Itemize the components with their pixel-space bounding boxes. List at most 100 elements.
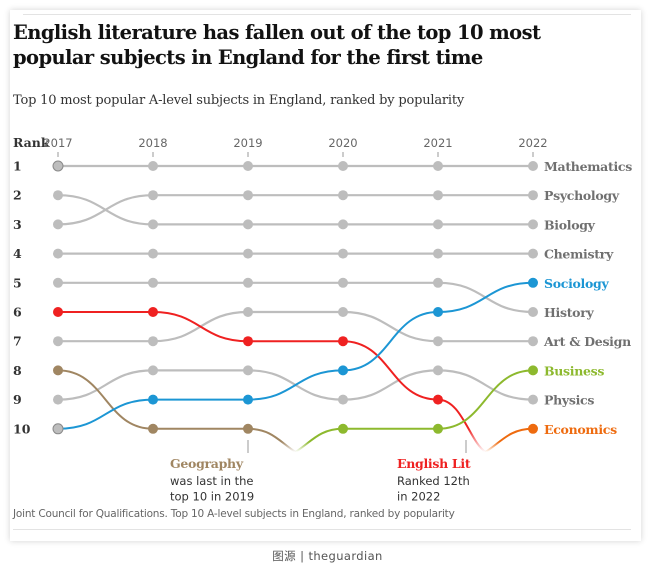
annotation-text: was last in the: [170, 474, 254, 488]
annotation-title: English Lit: [397, 456, 471, 471]
labels-layer: Mathematics Psychology Biology Chemistry His…: [543, 159, 633, 437]
data-point: [528, 161, 538, 171]
data-point: [433, 423, 443, 434]
data-point: [243, 365, 253, 376]
data-point: [243, 394, 253, 405]
series-line: [57, 310, 439, 401]
series-line: [57, 281, 534, 430]
data-point: [433, 277, 443, 288]
year-tick-label: 2019: [233, 136, 262, 150]
data-point: [433, 365, 443, 376]
data-point: [433, 307, 443, 317]
data-point: [528, 219, 538, 230]
data-point: [53, 336, 63, 347]
data-point: [528, 307, 538, 317]
data-point: [148, 365, 158, 376]
data-point: [433, 394, 443, 405]
data-point: [243, 423, 253, 434]
rank-tick-label: 10: [13, 421, 31, 436]
series-end-label: Business: [544, 363, 604, 378]
data-point: [528, 248, 538, 259]
data-point: [338, 365, 348, 376]
data-point: [53, 219, 63, 230]
data-point: [433, 248, 443, 259]
rank-axis-title: Rank: [13, 135, 50, 150]
data-point: [148, 277, 158, 288]
series-end-label: Mathematics: [544, 159, 632, 174]
rank-tick-label: 9: [13, 392, 22, 407]
image-credit: 图源 | theguardian: [272, 549, 383, 563]
year-tick-label: 2022: [518, 136, 547, 150]
annotation-text: Ranked 12th: [397, 474, 470, 488]
series-end-label: Psychology: [544, 188, 620, 203]
rank-tick-label: 5: [13, 275, 22, 290]
data-point: [338, 394, 348, 405]
data-point: [338, 423, 348, 434]
series-line: [58, 310, 533, 343]
data-point: [338, 190, 348, 201]
year-tick-label: 2018: [138, 136, 167, 150]
series-line: [57, 369, 248, 430]
annotations-layer: Geography was last in the top 10 in 2019 En…: [170, 440, 471, 504]
series-end-label: Biology: [544, 217, 596, 232]
series-end-label: Sociology: [544, 276, 609, 291]
data-point: [338, 336, 348, 347]
series-line: [57, 369, 534, 401]
dots-layer: [52, 160, 538, 435]
data-point: [53, 394, 63, 405]
year-tick-label: 2020: [328, 136, 357, 150]
data-point: [243, 161, 253, 171]
rank-tick-label: 8: [13, 363, 22, 378]
year-tick-label: 2017: [43, 136, 72, 150]
year-tick-label: 2021: [423, 136, 452, 150]
data-point: [53, 277, 63, 288]
data-point: [433, 336, 443, 347]
rank-tick-label: 7: [13, 334, 22, 349]
chart-subtitle: Top 10 most popular A-level subjects in …: [13, 93, 465, 108]
chart-title: English literature has fallen out of the…: [13, 21, 541, 69]
data-point: [528, 277, 538, 288]
data-point: [148, 248, 158, 259]
series-end-label: History: [544, 305, 594, 320]
data-point: [433, 161, 443, 171]
series-end-label: Chemistry: [544, 247, 614, 262]
rank-tick-label: 2: [13, 188, 22, 203]
data-point: [52, 160, 64, 172]
data-point: [148, 423, 158, 434]
series-line: [57, 194, 533, 226]
rank-tick-label: 1: [13, 159, 22, 174]
data-point: [433, 219, 443, 230]
annotation-text: in 2022: [397, 490, 440, 504]
data-point: [528, 190, 538, 201]
chart-card: English literature has fallen out of the…: [10, 10, 641, 541]
data-point: [53, 190, 63, 201]
data-point: [243, 248, 253, 259]
rank-tick-label: 4: [13, 246, 22, 261]
rank-tick-label: 6: [13, 305, 22, 320]
bottom-divider: [13, 529, 631, 530]
data-point: [148, 190, 158, 201]
data-point: [243, 219, 253, 230]
data-point: [338, 248, 348, 259]
series-end-label: Physics: [544, 393, 594, 408]
data-point: [433, 190, 443, 201]
lines-layer: [57, 164, 534, 453]
source-note: Joint Council for Qualifications. Top 10…: [13, 508, 455, 520]
data-point: [243, 190, 253, 201]
data-point: [338, 219, 348, 230]
rank-tick-label: 3: [13, 217, 22, 232]
data-point: [243, 307, 253, 317]
data-point: [53, 307, 63, 317]
data-point: [338, 277, 348, 288]
series-exit-line: [247, 427, 297, 453]
data-point: [528, 365, 538, 376]
series-line: [57, 281, 534, 314]
data-point: [338, 161, 348, 171]
series-exit-line: [437, 398, 487, 453]
data-point: [528, 336, 538, 347]
data-point: [243, 336, 253, 347]
data-point: [53, 248, 63, 259]
data-point: [243, 277, 253, 288]
